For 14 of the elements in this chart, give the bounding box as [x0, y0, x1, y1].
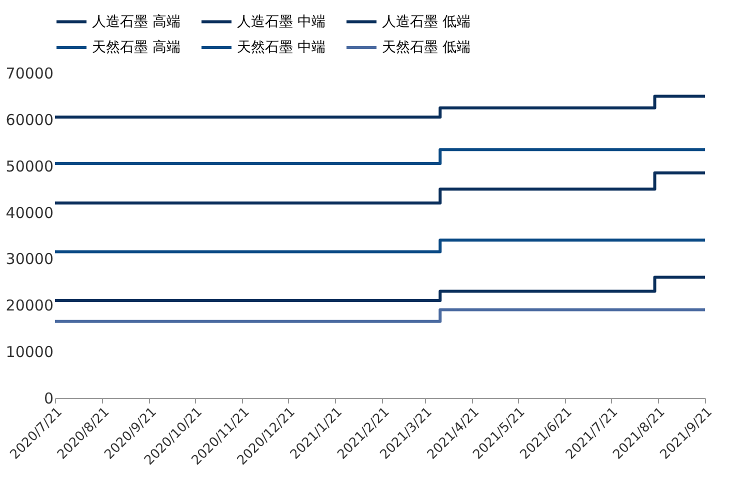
y-tick-label: 40000 — [6, 204, 54, 222]
y-tick-label: 10000 — [6, 343, 54, 362]
legend-label: 天然石墨 高端 — [92, 40, 180, 56]
y-tick-label: 30000 — [6, 250, 54, 268]
y-tick-label: 0 — [44, 390, 54, 408]
y-tick-label: 60000 — [6, 110, 54, 129]
legend-label: 人造石墨 中端 — [237, 14, 326, 30]
legend-label: 天然石墨 低端 — [382, 40, 470, 56]
legend-label: 天然石墨 中端 — [237, 40, 326, 56]
y-tick-label: 20000 — [6, 296, 54, 315]
legend-label: 人造石墨 高端 — [92, 14, 180, 30]
y-tick-label: 50000 — [6, 157, 54, 176]
y-tick-label: 70000 — [6, 64, 54, 82]
legend-label: 人造石墨 低端 — [382, 14, 470, 30]
